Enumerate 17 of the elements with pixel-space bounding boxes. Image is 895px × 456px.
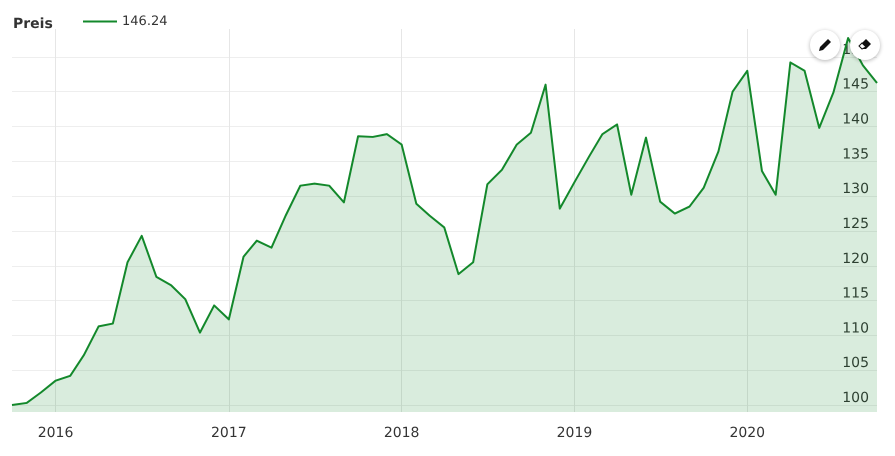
y-tick-label: 100	[842, 390, 869, 406]
y-tick-label: 140	[842, 111, 869, 128]
y-tick-label: 115	[842, 286, 869, 302]
chart-title: Preis	[13, 16, 53, 32]
y-tick-label: 130	[842, 181, 869, 198]
y-tick-label: 145	[842, 76, 869, 93]
x-tick-label: 2018	[384, 425, 420, 441]
y-tick-label: 105	[842, 355, 869, 372]
x-tick-label: 2020	[729, 425, 766, 441]
y-tick-label: 120	[842, 250, 869, 267]
y-tick-label: 110	[842, 320, 869, 336]
legend-label: 146.24	[122, 14, 168, 29]
y-tick-label: 135	[842, 146, 869, 162]
x-tick-label: 2019	[556, 425, 592, 441]
x-tick-label: 2017	[211, 425, 247, 441]
y-tick-label: 125	[842, 216, 869, 232]
x-tick-label: 2016	[38, 425, 74, 441]
